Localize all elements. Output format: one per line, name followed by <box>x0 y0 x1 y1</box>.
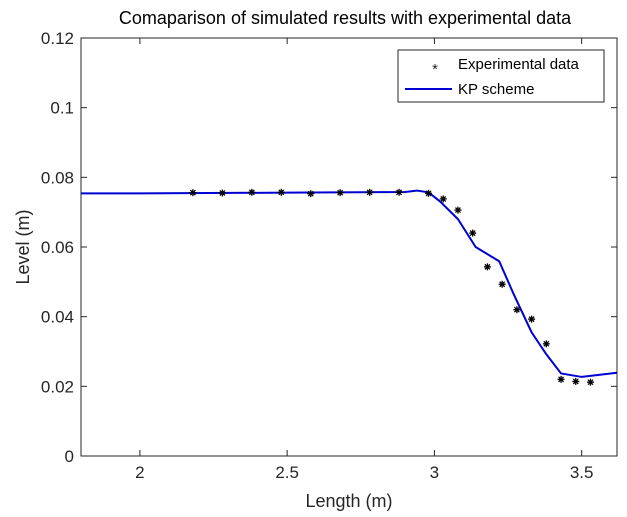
chart-title: Comaparison of simulated results with ex… <box>119 8 572 28</box>
y-tick-label: 0.12 <box>41 29 74 48</box>
experimental-point <box>248 188 256 196</box>
y-axis-ticks: 0 0.02 0.04 0.06 0.08 0.1 0.12 <box>41 29 617 466</box>
legend-label-experimental: Experimental data <box>458 56 580 73</box>
experimental-point <box>528 315 536 323</box>
experimental-point <box>218 189 226 197</box>
experimental-point <box>557 375 565 383</box>
experimental-point <box>513 306 521 314</box>
experimental-point <box>425 189 433 197</box>
experimental-point <box>307 190 315 198</box>
experimental-point <box>439 195 447 203</box>
x-tick-label: 2.5 <box>275 463 299 482</box>
plot-area <box>80 37 618 457</box>
experimental-point <box>336 189 344 197</box>
x-tick-label: 2 <box>135 463 144 482</box>
experimental-point <box>189 189 197 197</box>
x-axis-ticks: 2 2.5 3 3.5 <box>135 38 593 482</box>
experimental-point <box>572 377 580 385</box>
x-tick-label: 3 <box>430 463 439 482</box>
legend-marker-experimental: * <box>432 61 438 78</box>
x-axis-label: Length (m) <box>305 491 392 511</box>
experimental-point <box>454 206 462 214</box>
experimental-point <box>277 188 285 196</box>
data-layer <box>81 188 618 386</box>
y-tick-label: 0.08 <box>41 168 74 187</box>
y-axis-label: Level (m) <box>13 209 33 284</box>
legend-label-kp: KP scheme <box>458 81 534 98</box>
x-tick-label: 3.5 <box>570 463 594 482</box>
kp-scheme-line <box>81 189 618 378</box>
plot-frame <box>80 37 618 457</box>
experimental-point <box>366 188 374 196</box>
experimental-point <box>469 229 477 237</box>
experimental-point <box>483 263 491 271</box>
experimental-point <box>542 340 550 348</box>
y-tick-label: 0.1 <box>50 99 74 118</box>
experimental-point <box>586 378 594 386</box>
y-tick-label: 0.02 <box>41 377 74 396</box>
y-tick-label: 0 <box>65 447 74 466</box>
experimental-point <box>395 188 403 196</box>
legend-box <box>397 49 605 103</box>
y-tick-label: 0.04 <box>41 308 74 327</box>
y-tick-label: 0.06 <box>41 238 74 257</box>
legend: * Experimental data KP scheme <box>397 49 605 103</box>
experimental-point <box>498 280 506 288</box>
